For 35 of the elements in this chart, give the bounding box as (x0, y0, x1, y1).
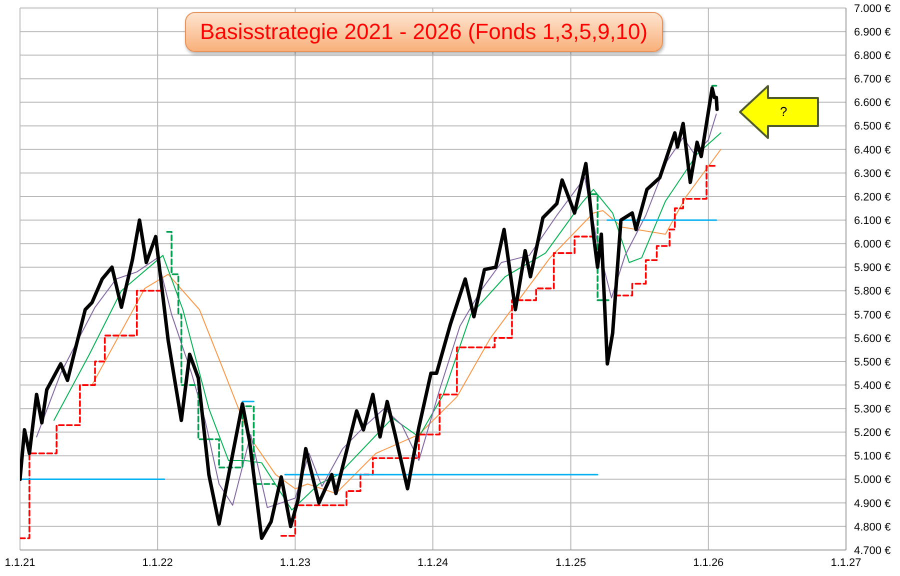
x-tick-label: 1.1.25 (555, 556, 586, 569)
y-tick-label: 6.200 € (854, 191, 891, 204)
arrow-callout: ? (738, 84, 822, 140)
y-tick-label: 5.500 € (854, 356, 891, 368)
y-tick-label: 5.200 € (854, 427, 891, 440)
y-tick-label: 6.600 € (854, 97, 891, 110)
y-tick-label: 5.700 € (854, 309, 891, 322)
y-tick-label: 6.700 € (854, 74, 891, 86)
y-tick-label: 5.900 € (854, 262, 891, 274)
y-tick-label: 6.800 € (854, 50, 891, 62)
x-tick-label: 1.1.24 (418, 556, 448, 569)
text: Basisstrategie 2021 - 2026 (Fonds 1,3,5,9,10) (185, 12, 663, 52)
y-tick-label: 5.600 € (854, 332, 891, 345)
y-tick-label: 7.000 € (854, 2, 891, 15)
line-series (20, 86, 719, 540)
x-tick-label: 1.1.22 (142, 556, 173, 569)
x-tick-label: 1.1.27 (830, 556, 862, 569)
x-tick-label: 1.1.23 (280, 556, 311, 569)
y-tick-label: 6.100 € (854, 214, 891, 227)
y-tick-label: 5.000 € (854, 474, 891, 486)
y-tick-label: 4.700 € (854, 544, 891, 557)
y-tick-label: 6.300 € (854, 168, 891, 180)
y-tick-label: 5.100 € (854, 450, 891, 463)
y-tick-label: 6.000 € (854, 238, 891, 251)
y-tick-label: 6.900 € (854, 26, 891, 38)
y-tick-label: 4.800 € (854, 521, 891, 534)
annotation: ? (780, 104, 788, 119)
x-tick-label: 1.1.26 (693, 556, 724, 569)
y-tick-label: 4.900 € (854, 498, 891, 510)
y-tick-label: 6.500 € (854, 120, 891, 133)
y-tick-label: 6.400 € (854, 144, 891, 156)
x-tick-label: 1.1.21 (4, 556, 36, 569)
y-tick-label: 5.400 € (854, 380, 891, 392)
y-tick-label: 5.800 € (854, 286, 891, 298)
y-tick-label: 5.300 € (854, 404, 891, 416)
